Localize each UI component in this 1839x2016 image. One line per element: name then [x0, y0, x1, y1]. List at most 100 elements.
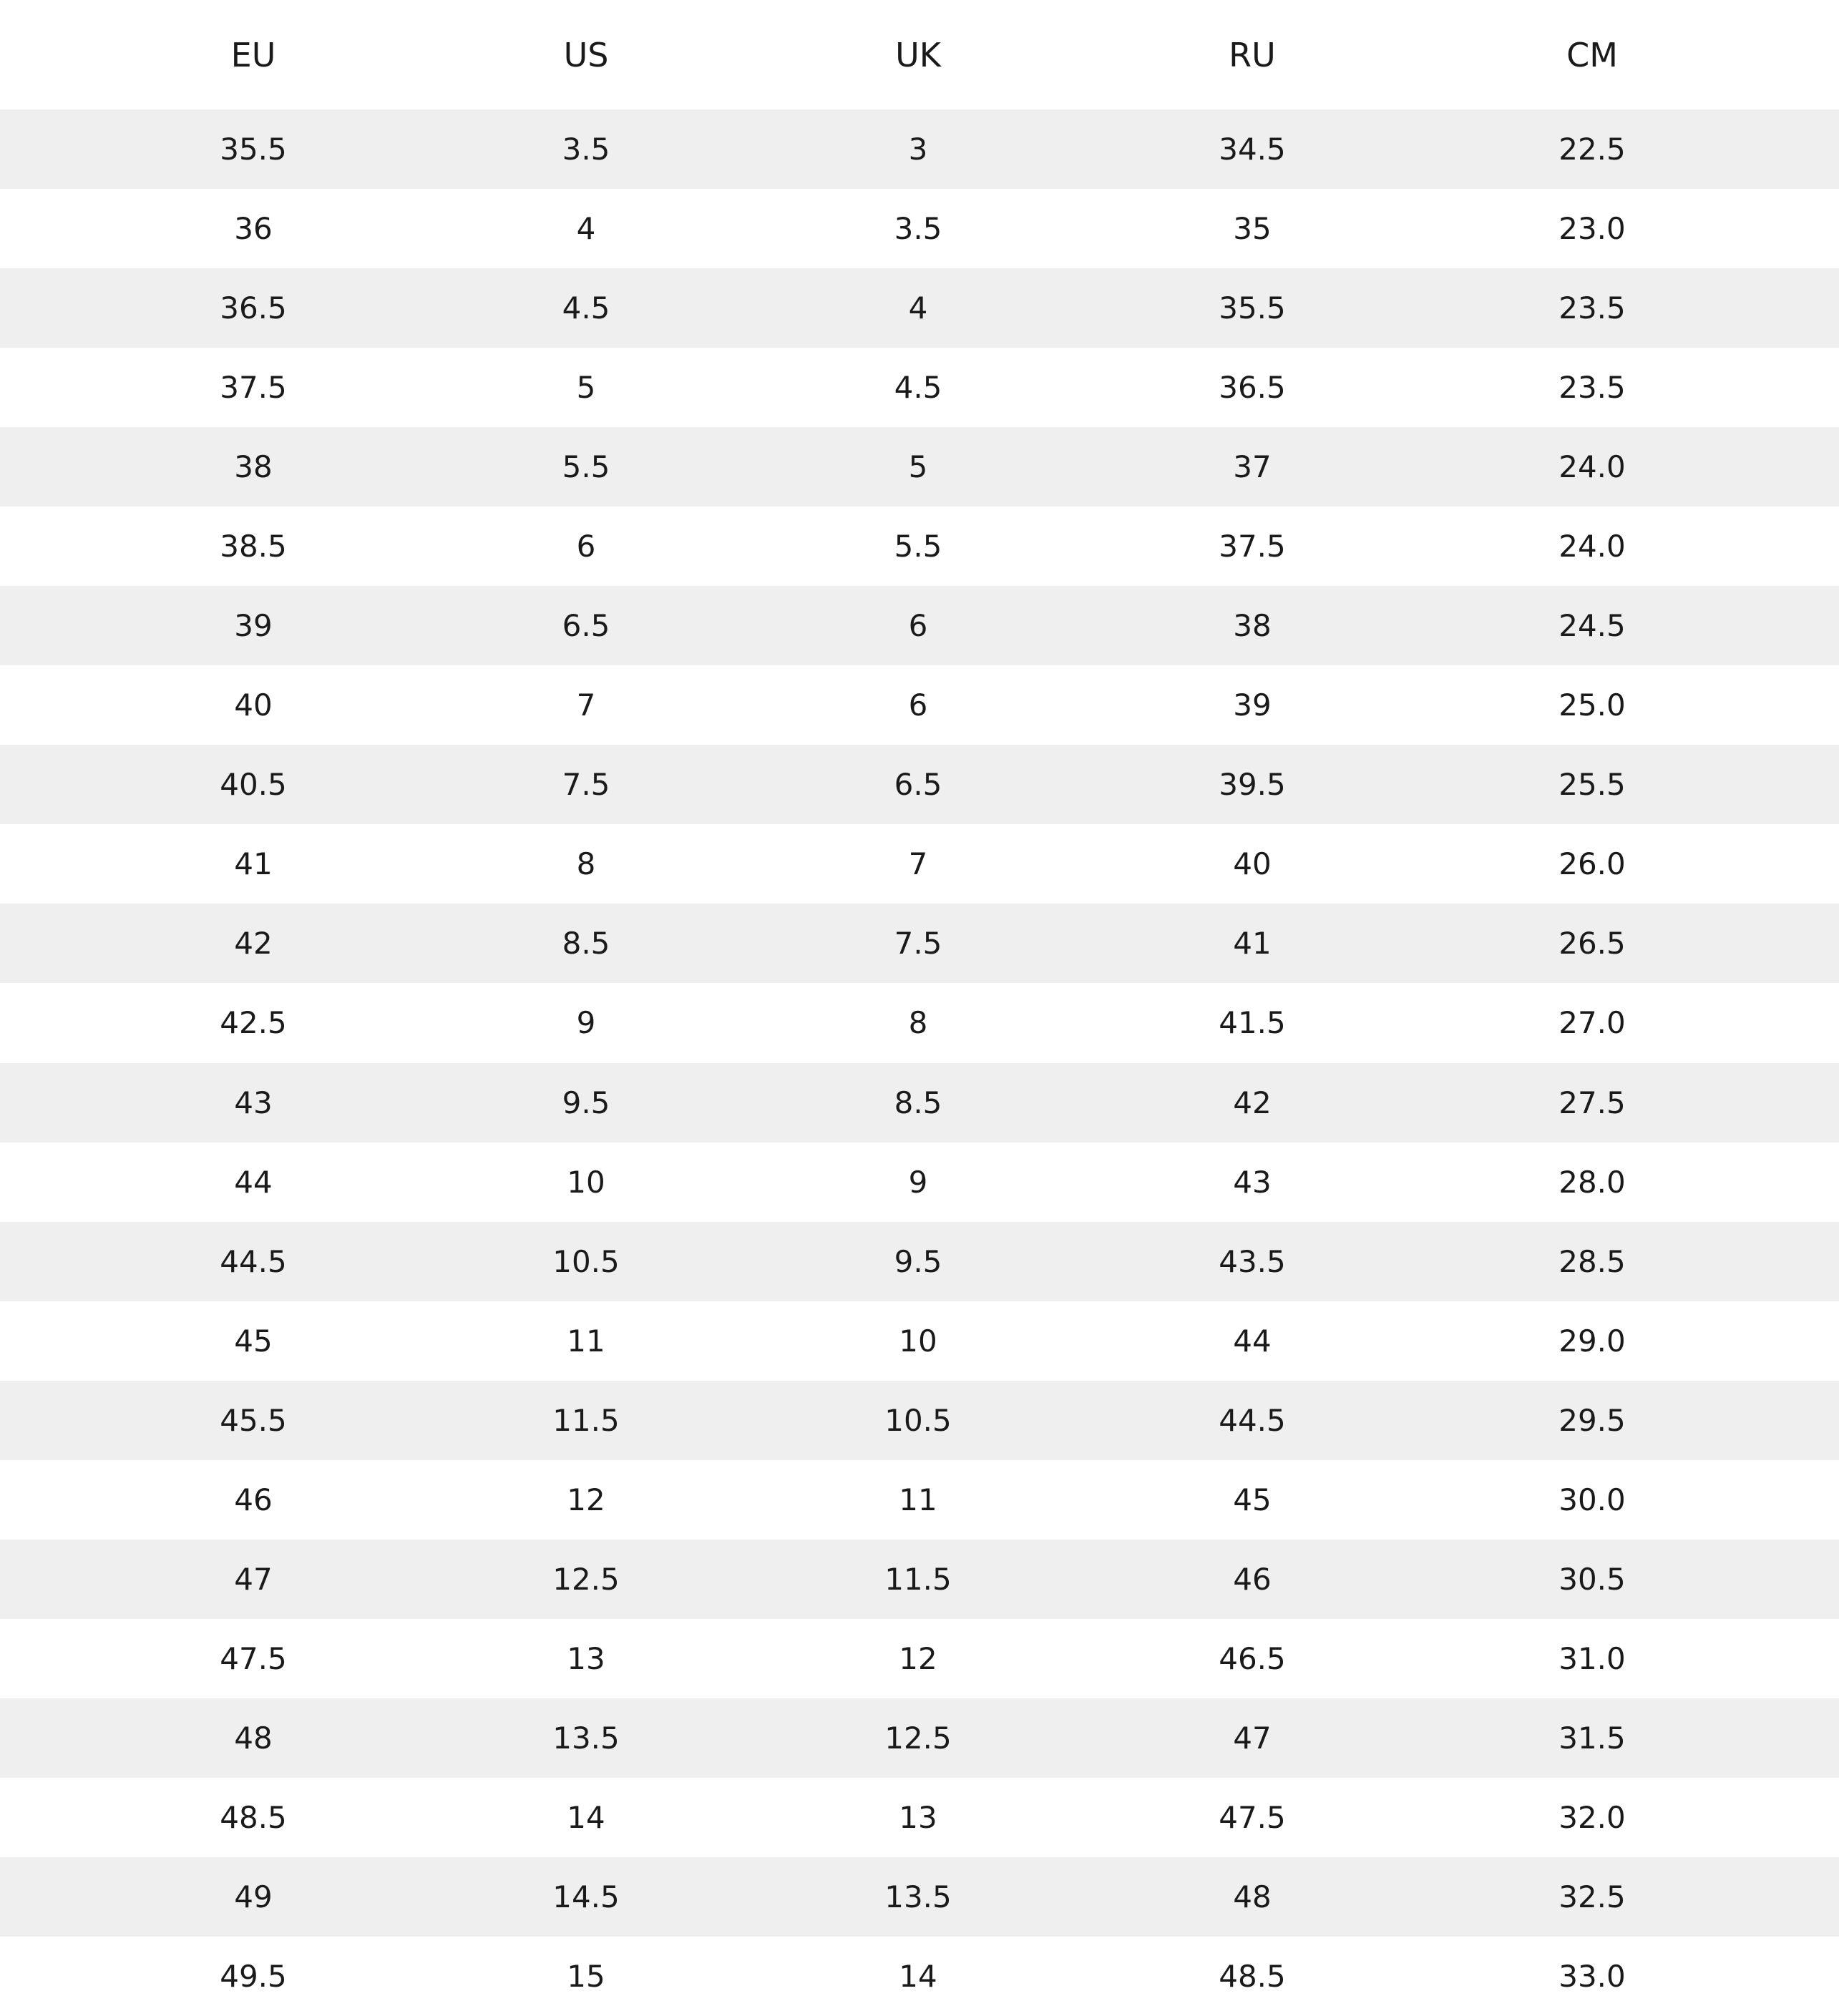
table-cell: 24.0 — [1558, 449, 1626, 485]
table-cell: 48 — [1233, 1879, 1272, 1914]
table-cell: 10 — [899, 1323, 937, 1359]
table-cell: 15 — [567, 1958, 605, 1994]
table-cell: 9 — [576, 1005, 596, 1041]
table-cell: 7.5 — [562, 767, 610, 803]
table-cell: 9 — [908, 1164, 928, 1200]
table-cell: 44 — [1233, 1323, 1272, 1359]
table-cell: 11.5 — [884, 1561, 952, 1597]
table-cell: 43.5 — [1219, 1243, 1286, 1279]
table-cell: 28.5 — [1558, 1243, 1626, 1279]
table-cell: 7.5 — [894, 926, 942, 961]
table-cell: 6 — [908, 688, 928, 723]
table-cell: 4 — [576, 211, 596, 247]
table-row: 47.5 13 12 46.5 31.0 — [0, 1619, 1839, 1698]
table-row: 40 7 6 39 25.0 — [0, 665, 1839, 745]
table-row: 42.5 9 8 41.5 27.0 — [0, 983, 1839, 1062]
table-row: 45 11 10 44 29.0 — [0, 1301, 1839, 1381]
table-cell: 5.5 — [894, 529, 942, 564]
table-cell: 13.5 — [552, 1720, 620, 1756]
table-row: 35.5 3.5 3 34.5 22.5 — [0, 109, 1839, 190]
table-cell: 4.5 — [894, 370, 942, 406]
table-cell: 39 — [1233, 688, 1272, 723]
header-cell: CM — [1566, 35, 1618, 74]
table-cell: 9.5 — [894, 1243, 942, 1279]
table-row: 44.5 10.5 9.5 43.5 28.5 — [0, 1221, 1839, 1301]
table-cell: 48.5 — [1219, 1958, 1286, 1994]
table-cell: 44.5 — [1219, 1402, 1286, 1438]
table-row: 45.5 11.5 10.5 44.5 29.5 — [0, 1380, 1839, 1460]
table-cell: 10.5 — [552, 1243, 620, 1279]
table-cell: 46 — [1233, 1561, 1272, 1597]
table-cell: 45 — [234, 1323, 273, 1359]
table-cell: 12.5 — [552, 1561, 620, 1597]
table-row: 49 14.5 13.5 48 32.5 — [0, 1856, 1839, 1937]
table-cell: 27.0 — [1558, 1005, 1626, 1041]
table-cell: 22.5 — [1558, 132, 1626, 167]
table-cell: 13 — [899, 1799, 937, 1835]
table-cell: 23.0 — [1558, 211, 1626, 247]
table-cell: 28.0 — [1558, 1164, 1626, 1200]
table-cell: 44.5 — [220, 1243, 287, 1279]
table-cell: 49.5 — [220, 1958, 287, 1994]
table-cell: 14 — [567, 1799, 605, 1835]
table-cell: 29.5 — [1558, 1402, 1626, 1438]
table-cell: 24.0 — [1558, 529, 1626, 564]
table-cell: 35.5 — [220, 132, 287, 167]
table-cell: 6.5 — [894, 767, 942, 803]
table-cell: 8.5 — [562, 926, 610, 961]
table-cell: 30.0 — [1558, 1482, 1626, 1517]
table-cell: 47 — [234, 1561, 273, 1597]
table-cell: 34.5 — [1219, 132, 1286, 167]
table-cell: 4.5 — [562, 290, 610, 326]
table-cell: 48 — [234, 1720, 273, 1756]
table-cell: 14 — [899, 1958, 937, 1994]
table-cell: 49 — [234, 1879, 273, 1914]
table-cell: 46 — [234, 1482, 273, 1517]
table-cell: 23.5 — [1558, 290, 1626, 326]
table-cell: 10.5 — [884, 1402, 952, 1438]
table-cell: 32.5 — [1558, 1879, 1626, 1914]
table-cell: 5 — [576, 370, 596, 406]
table-cell: 6.5 — [562, 608, 610, 644]
table-row: 40.5 7.5 6.5 39.5 25.5 — [0, 745, 1839, 825]
header-cell: RU — [1229, 35, 1276, 74]
table-cell: 11 — [899, 1482, 937, 1517]
table-cell: 42.5 — [220, 1005, 287, 1041]
table-cell: 39 — [234, 608, 273, 644]
header-cell: EU — [230, 35, 276, 74]
table-cell: 40 — [1233, 846, 1272, 882]
table-cell: 33.0 — [1558, 1958, 1626, 1994]
table-cell: 5 — [908, 449, 928, 485]
table-cell: 7 — [576, 688, 596, 723]
table-cell: 13.5 — [884, 1879, 952, 1914]
table-cell: 36 — [234, 211, 273, 247]
table-cell: 7 — [908, 846, 928, 882]
table-cell: 44 — [234, 1164, 273, 1200]
table-cell: 42 — [1233, 1085, 1272, 1120]
header-cell: US — [563, 35, 609, 74]
table-cell: 4 — [908, 290, 928, 326]
table-cell: 42 — [234, 926, 273, 961]
table-row: 41 8 7 40 26.0 — [0, 824, 1839, 904]
table-row: 49.5 15 14 48.5 33.0 — [0, 1937, 1839, 2016]
table-cell: 6 — [576, 529, 596, 564]
table-cell: 9.5 — [562, 1085, 610, 1120]
table-cell: 26.5 — [1558, 926, 1626, 961]
table-cell: 25.5 — [1558, 767, 1626, 803]
table-cell: 41 — [234, 846, 273, 882]
table-cell: 6 — [908, 608, 928, 644]
table-cell: 11.5 — [552, 1402, 620, 1438]
table-cell: 38 — [1233, 608, 1272, 644]
table-row: 36.5 4.5 4 35.5 23.5 — [0, 268, 1839, 348]
table-cell: 8 — [576, 846, 596, 882]
table-cell: 47.5 — [220, 1640, 287, 1676]
table-row: 47 12.5 11.5 46 30.5 — [0, 1539, 1839, 1619]
table-cell: 43 — [1233, 1164, 1272, 1200]
table-cell: 41.5 — [1219, 1005, 1286, 1041]
table-row: 42 8.5 7.5 41 26.5 — [0, 904, 1839, 984]
table-cell: 45 — [1233, 1482, 1272, 1517]
table-cell: 29.0 — [1558, 1323, 1626, 1359]
table-cell: 12.5 — [884, 1720, 952, 1756]
table-cell: 37.5 — [1219, 529, 1286, 564]
